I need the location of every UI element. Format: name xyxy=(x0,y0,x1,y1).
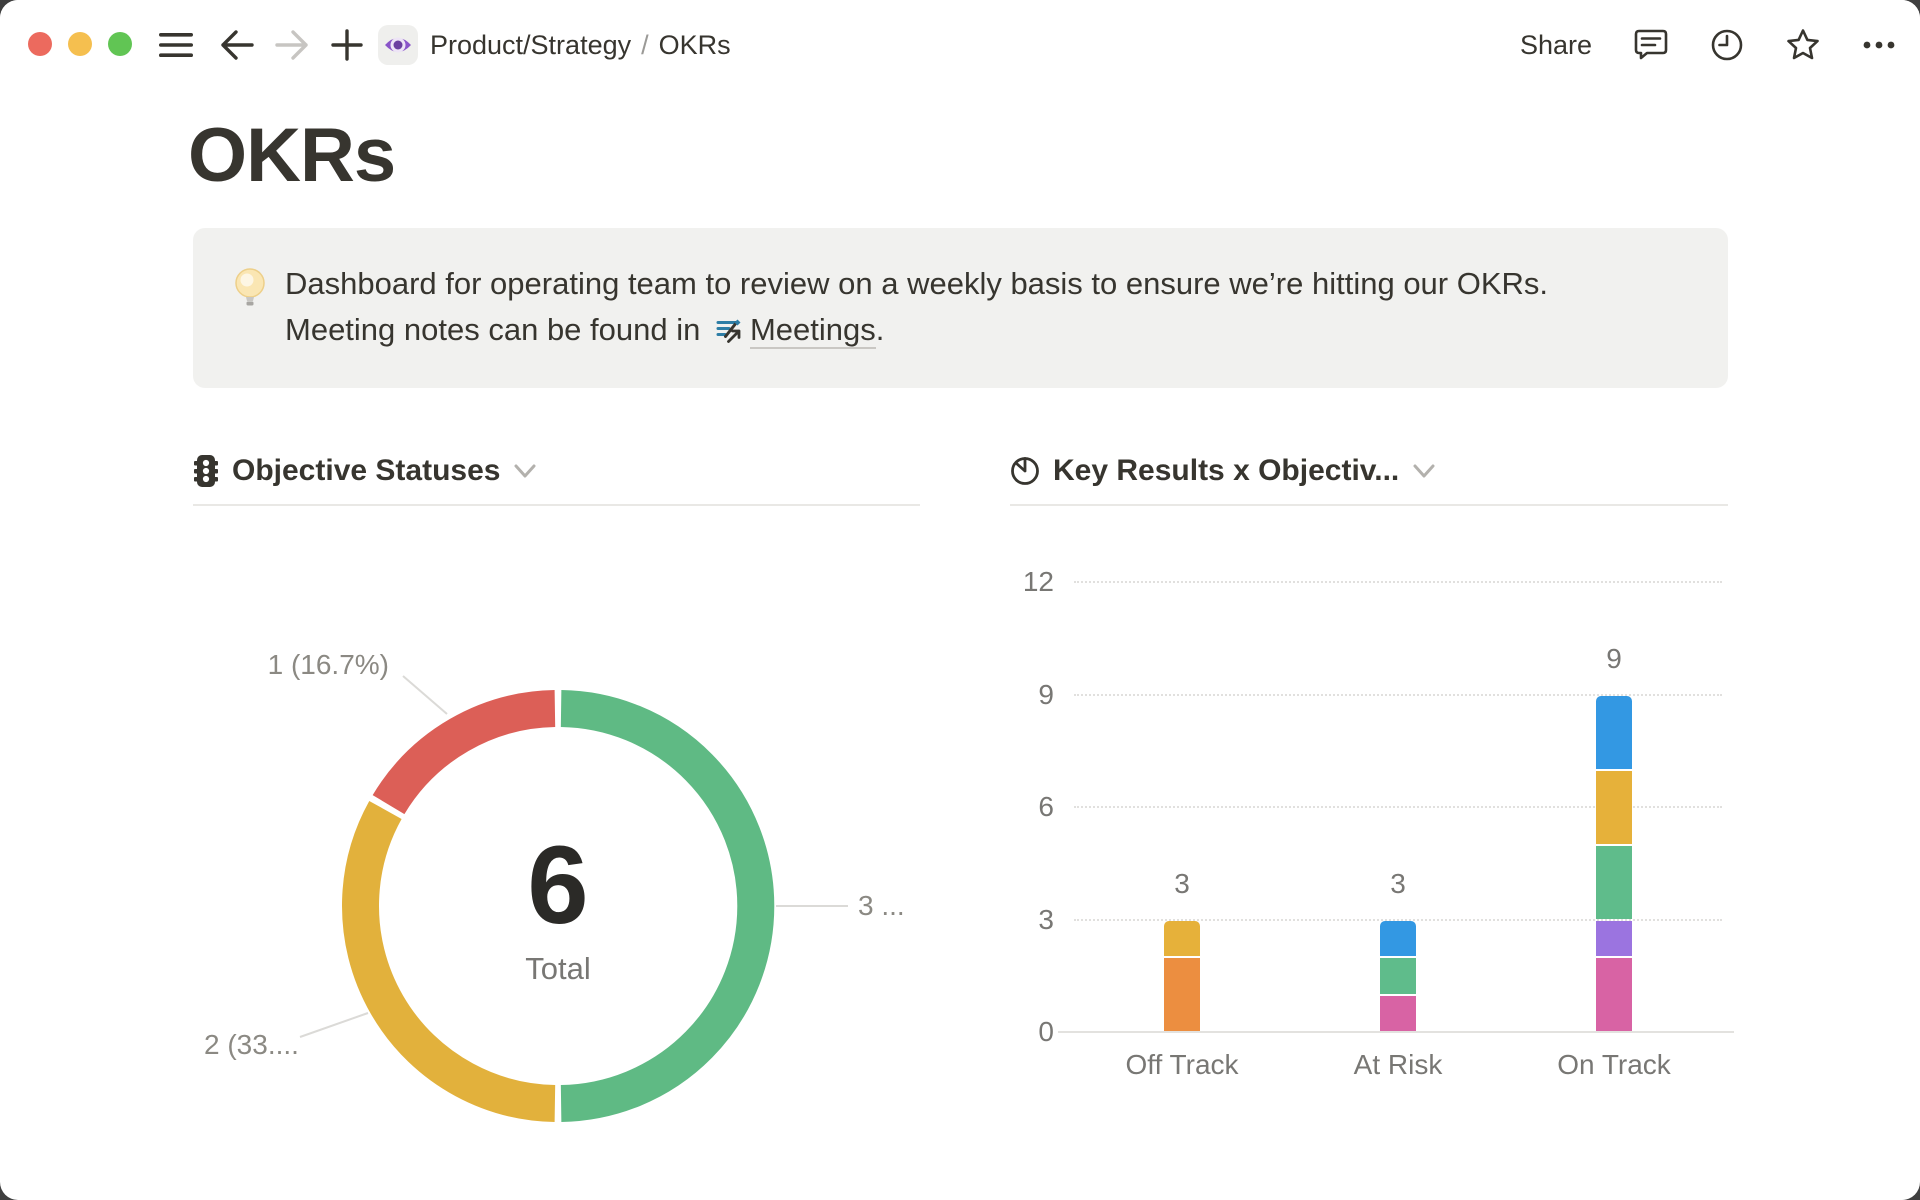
meetings-link[interactable]: Meetings xyxy=(749,312,876,349)
zoom-button[interactable] xyxy=(108,32,132,56)
comments-button[interactable] xyxy=(1632,26,1670,64)
donut-total-value: 6 xyxy=(527,824,589,947)
y-axis-tick-label: 3 xyxy=(1038,903,1054,935)
new-tab-button[interactable] xyxy=(329,27,365,63)
pie-slice-label: 3 ... xyxy=(858,890,905,921)
pie-slice-label: 2 (33.... xyxy=(204,1029,299,1060)
chart-title: Objective Statuses xyxy=(232,454,501,487)
chart-title: Key Results x Objectiv... xyxy=(1053,454,1400,487)
close-button[interactable] xyxy=(28,32,52,56)
bar-value-label: 9 xyxy=(1606,642,1622,674)
callout-line-2: Meeting notes can be found in Meetings. xyxy=(285,307,1548,358)
donut-segment[interactable] xyxy=(372,690,556,815)
bar-segment[interactable] xyxy=(1596,958,1632,1031)
leader-line-2 xyxy=(299,1012,369,1038)
clock-icon xyxy=(1711,29,1743,61)
favorite-button[interactable] xyxy=(1784,26,1822,64)
hamburger-menu-icon xyxy=(159,33,193,57)
sidebar-toggle-button[interactable] xyxy=(158,27,194,63)
back-arrow-icon xyxy=(221,30,254,60)
window-controls xyxy=(28,32,132,56)
gridline xyxy=(1074,806,1722,808)
breadcrumb-separator: / xyxy=(641,29,649,60)
breadcrumb-item-product-strategy[interactable]: Product/Strategy xyxy=(430,29,632,60)
donut-rings xyxy=(299,675,848,1122)
page-title: OKRs xyxy=(188,113,396,198)
donut-segment[interactable] xyxy=(342,800,556,1122)
gridline xyxy=(1074,693,1722,696)
callout-block: Dashboard for operating team to review o… xyxy=(193,228,1728,388)
forward-arrow-icon xyxy=(275,30,308,60)
leader-line-1 xyxy=(402,675,448,715)
chart-divider xyxy=(193,504,920,506)
gridline xyxy=(1074,918,1722,921)
bar-segment[interactable] xyxy=(1164,920,1200,956)
gridline xyxy=(1074,581,1722,583)
donut-total-label: Total xyxy=(525,951,591,986)
plus-icon xyxy=(331,29,363,61)
pie-slice-label: 1 (16.7%) xyxy=(267,649,389,680)
objective-statuses-chart: Objective Statuses 6 Total 1 (16.7%) 2 (… xyxy=(193,448,920,1166)
y-axis-tick-label: 0 xyxy=(1038,1016,1054,1047)
bar-segment[interactable] xyxy=(1380,958,1416,994)
more-options-button[interactable] xyxy=(1860,26,1898,64)
x-axis-line xyxy=(1058,1031,1734,1033)
bar-value-label: 3 xyxy=(1390,867,1406,899)
stacked-bar-chart: 0 3 6 9 12 3 Off Track 3 At Risk 9 On Track xyxy=(1010,506,1734,1126)
breadcrumb-item-okrs[interactable]: OKRs xyxy=(658,29,731,60)
chevron-down-icon xyxy=(1413,464,1435,478)
key-results-chart: Key Results x Objectiv... 0 3 6 9 12 3 Off Tra… xyxy=(1010,448,1734,1126)
bar-value-label: 3 xyxy=(1174,867,1190,899)
objective-statuses-header[interactable]: Objective Statuses xyxy=(193,448,920,494)
star-icon xyxy=(1787,29,1819,60)
y-axis-tick-label: 9 xyxy=(1038,678,1054,710)
x-axis-category-label: On Track xyxy=(1557,1049,1671,1080)
donut-chart: 6 Total 1 (16.7%) 2 (33.... 3 ... xyxy=(193,506,920,1166)
x-axis-category-label: Off Track xyxy=(1125,1049,1239,1080)
callout-line-1: Dashboard for operating team to review o… xyxy=(285,266,1549,301)
updates-button[interactable] xyxy=(1708,26,1746,64)
back-button[interactable] xyxy=(219,27,255,63)
breadcrumb: Product/Strategy / OKRs xyxy=(430,0,731,90)
meetings-page-icon xyxy=(715,312,743,358)
chart-divider xyxy=(1010,504,1728,506)
traffic-light-icon xyxy=(194,455,218,487)
ellipsis-icon xyxy=(1863,41,1895,49)
bar-segment[interactable] xyxy=(1380,995,1416,1031)
key-results-header[interactable]: Key Results x Objectiv... xyxy=(1010,448,1728,494)
callout-text: Dashboard for operating team to review o… xyxy=(285,261,1548,358)
share-button[interactable]: Share xyxy=(1519,29,1592,60)
y-axis-tick-label: 12 xyxy=(1022,566,1054,597)
page-icon-tile[interactable] xyxy=(378,25,418,65)
chevron-down-icon xyxy=(514,464,536,478)
donut-segment[interactable] xyxy=(560,690,775,1122)
comment-icon xyxy=(1634,29,1668,60)
bar-segment[interactable] xyxy=(1596,845,1632,919)
pie-chart-icon xyxy=(1011,457,1039,485)
forward-button[interactable] xyxy=(274,27,310,63)
bar-segment[interactable] xyxy=(1596,770,1632,844)
purple-eye-icon xyxy=(385,37,411,53)
bar-segment[interactable] xyxy=(1596,920,1632,956)
bar-segment[interactable] xyxy=(1380,920,1416,956)
lightbulb-icon xyxy=(231,266,269,315)
titlebar-actions: Share xyxy=(1520,0,1898,90)
bar-segment[interactable] xyxy=(1596,695,1632,769)
title-bar: Product/Strategy / OKRs Share xyxy=(0,0,1920,90)
y-axis-tick-label: 6 xyxy=(1038,791,1054,822)
x-axis-category-label: At Risk xyxy=(1353,1049,1443,1080)
minimize-button[interactable] xyxy=(68,32,92,56)
bar-segment[interactable] xyxy=(1164,958,1200,1031)
